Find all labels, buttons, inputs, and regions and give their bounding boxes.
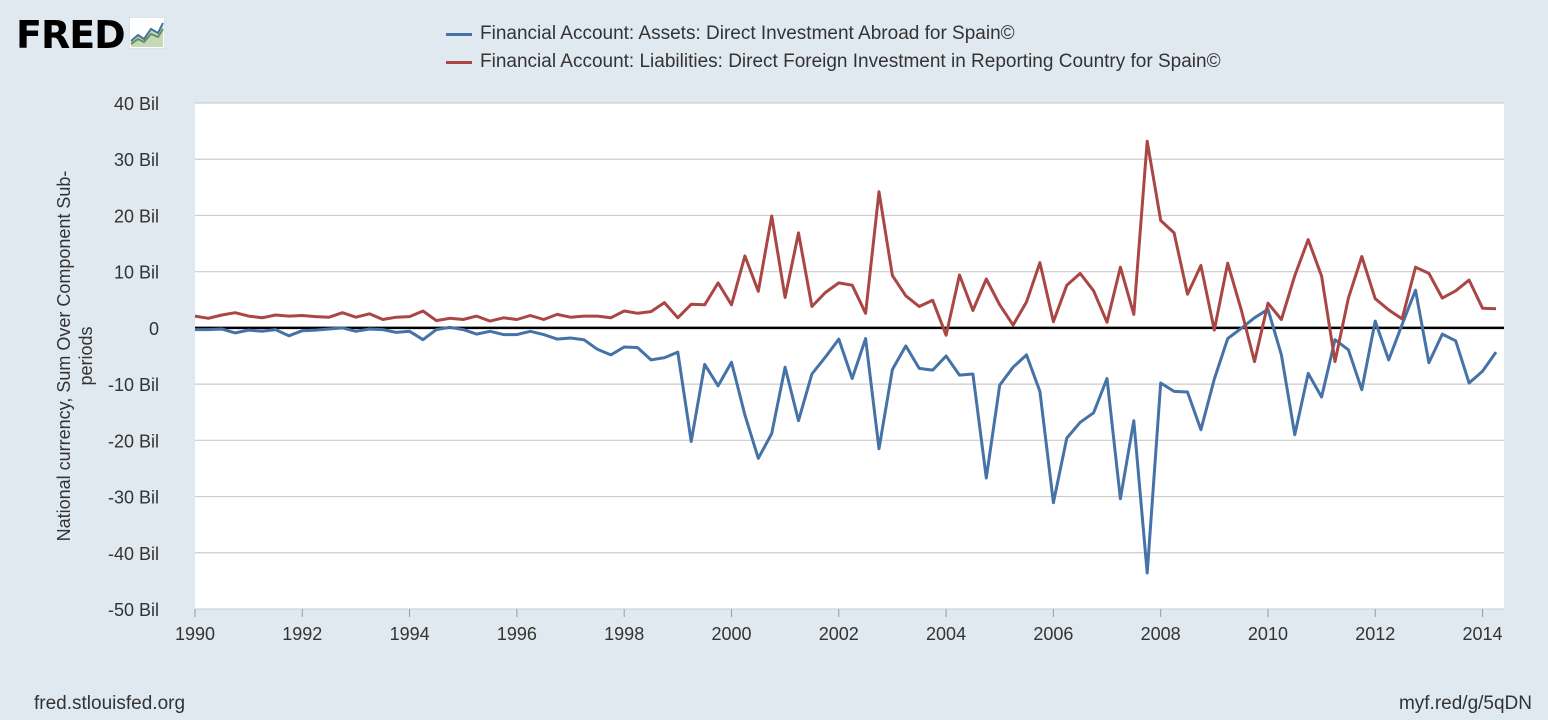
chart-line-icon [128, 17, 165, 49]
y-tick-label: 10 Bil [114, 263, 159, 283]
plot-area [195, 103, 1504, 609]
source-link[interactable]: fred.stlouisfed.org [34, 693, 186, 714]
series-group [194, 139, 1498, 575]
legend-item-liabilities[interactable]: Financial Account: Liabilities: Direct F… [446, 48, 1221, 76]
fred-logo-text: FRED [16, 13, 126, 57]
x-tick-label: 1994 [390, 624, 430, 644]
series-line-0[interactable] [195, 288, 1498, 575]
x-tick-label: 2014 [1463, 624, 1503, 644]
y-tick-label: -50 Bil [108, 600, 159, 620]
x-tick-label: 1998 [604, 624, 644, 644]
legend-label-liabilities: Financial Account: Liabilities: Direct F… [480, 51, 1221, 72]
y-axis-label: National currency, Sum Over Component Su… [54, 171, 96, 542]
x-tick-label: 2002 [819, 624, 859, 644]
y-tick-label: -40 Bil [108, 544, 159, 564]
y-tick-label: 40 Bil [114, 94, 159, 114]
x-tick-label: 1996 [497, 624, 537, 644]
x-tick-label: 2012 [1355, 624, 1395, 644]
y-tick-label: -10 Bil [108, 375, 159, 395]
short-link[interactable]: myf.red/g/5qDN [1398, 693, 1532, 714]
legend-swatch-assets [446, 32, 472, 36]
y-axis: 40 Bil 30 Bil 20 Bil 10 Bil 0 -10 Bil -20 Bil -… [108, 94, 159, 620]
x-tick-label: 1992 [282, 624, 322, 644]
x-tick-label: 2010 [1248, 624, 1288, 644]
y-tick-label: 30 Bil [114, 150, 159, 170]
y-tick-label: 0 [149, 319, 159, 339]
legend-item-assets[interactable]: Financial Account: Assets: Direct Invest… [446, 20, 1221, 48]
y-tick-label: -30 Bil [108, 488, 159, 508]
x-tick-label: 2000 [711, 624, 751, 644]
legend-label-assets: Financial Account: Assets: Direct Invest… [480, 23, 1015, 44]
legend: Financial Account: Assets: Direct Invest… [446, 20, 1221, 76]
legend-swatch-liabilities [446, 60, 472, 64]
x-tick-label: 2008 [1141, 624, 1181, 644]
x-axis: 1990 1992 1994 1996 1998 2000 2002 2004 2006 2008… [175, 608, 1504, 644]
y-tick-label: -20 Bil [108, 431, 159, 451]
y-tick-label: 20 Bil [114, 206, 159, 226]
x-tick-label: 1990 [175, 624, 215, 644]
x-tick-label: 2004 [926, 624, 966, 644]
fred-logo[interactable]: FRED [16, 14, 165, 56]
x-tick-label: 2006 [1033, 624, 1073, 644]
series-line-1[interactable] [194, 139, 1497, 364]
